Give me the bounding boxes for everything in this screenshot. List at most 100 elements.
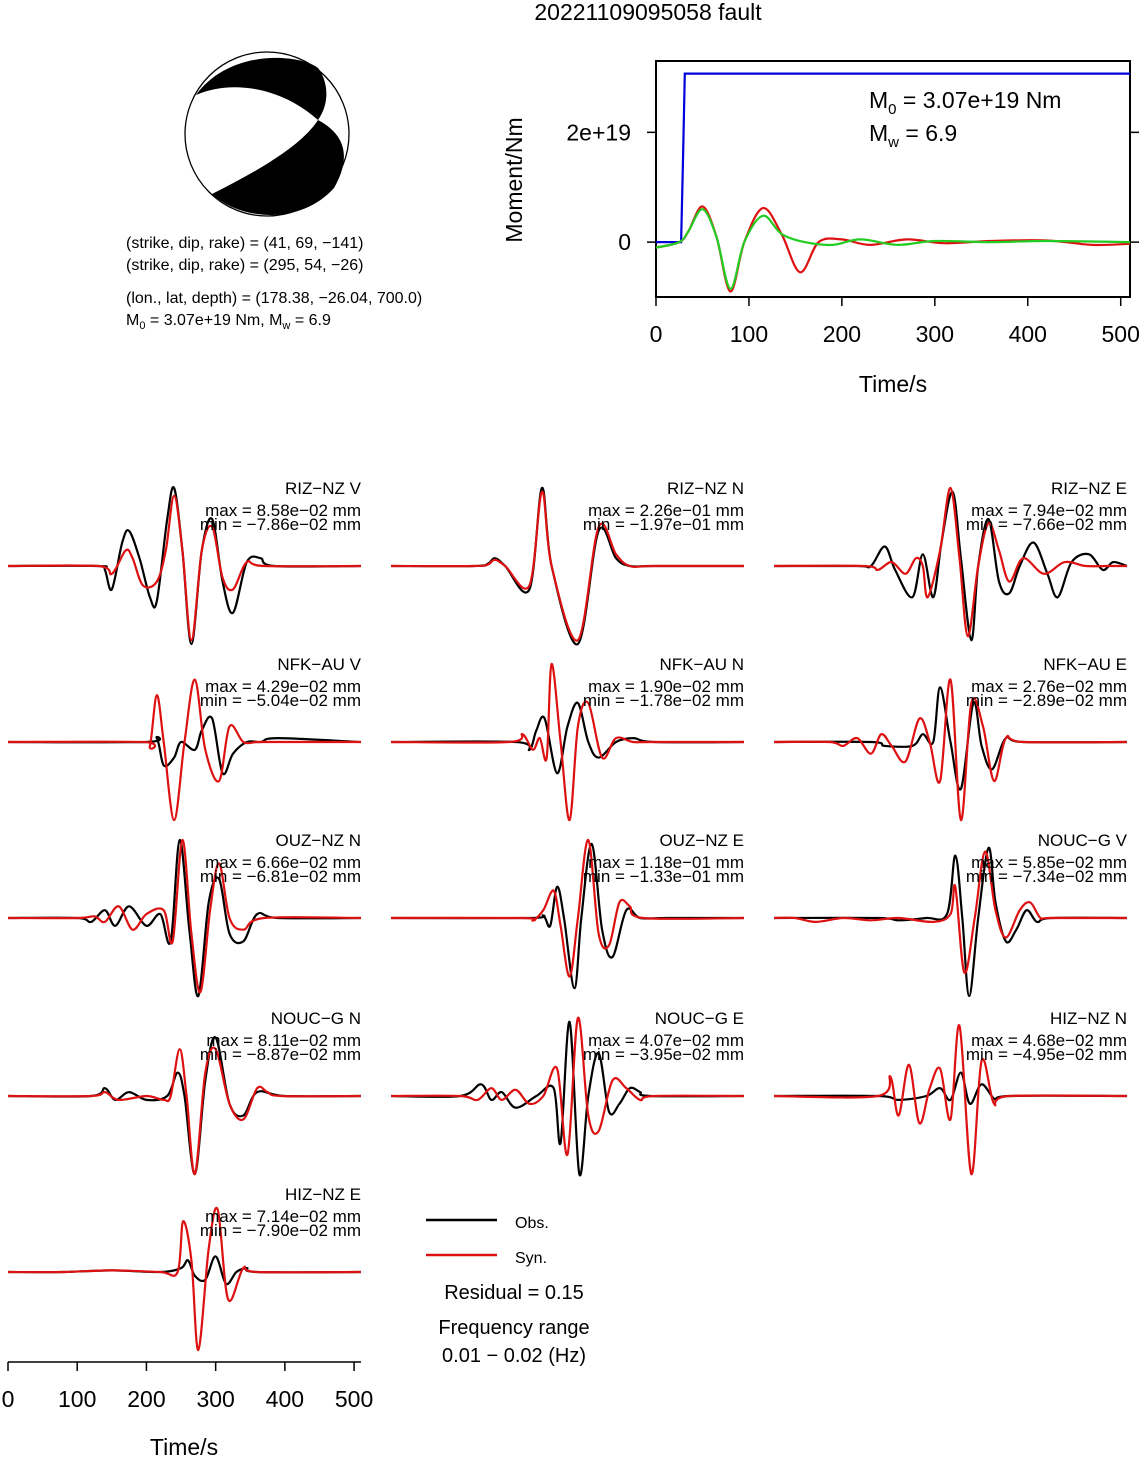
source-location: (lon., lat, depth) = (178.38, −26.04, 70… — [126, 290, 422, 307]
max-amplitude: max = 8.11e−02 mm — [206, 1031, 361, 1050]
synthetic-trace — [7, 1206, 362, 1352]
min-amplitude: min = −8.87e−02 mm — [200, 1045, 361, 1064]
min-amplitude: min = −7.90e−02 mm — [200, 1221, 361, 1240]
synthetic-trace — [7, 678, 361, 822]
legend: Obs. Syn. Residual = 0.15 Frequency rang… — [426, 1215, 590, 1367]
x-axis-label: Time/s — [859, 371, 927, 397]
y-tick-label: 2e+19 — [566, 119, 631, 145]
waveform-x-tick-label: 300 — [196, 1386, 234, 1412]
synthetic-trace — [390, 490, 744, 642]
max-amplitude: max = 4.07e−02 mm — [588, 1031, 744, 1050]
moment-magnitude-text: M0 = 3.07e+19 Nm, Mw = 6.9 — [126, 312, 331, 332]
x-tick-label: 300 — [916, 321, 954, 347]
m0-annotation: M0 = 3.07e+19 Nm — [869, 87, 1061, 118]
min-amplitude: min = −7.86e−02 mm — [200, 515, 361, 534]
synthetic-trace — [390, 662, 744, 822]
waveform-x-tick-label: 200 — [127, 1386, 165, 1412]
page-title: 20221109095058 fault — [534, 0, 762, 25]
station-label: NFK−AU N — [659, 655, 744, 674]
max-amplitude: max = 2.76e−02 mm — [971, 677, 1127, 696]
min-amplitude: min = −2.89e−02 mm — [966, 691, 1127, 710]
min-amplitude: min = −7.66e−02 mm — [966, 515, 1127, 534]
synthetic-trace — [773, 1024, 1128, 1176]
max-amplitude: max = 5.85e−02 mm — [971, 853, 1127, 872]
residual-text: Residual = 0.15 — [444, 1282, 584, 1304]
frequency-range-label: Frequency range — [438, 1317, 589, 1339]
nodal-plane-2: (strike, dip, rake) = (295, 54, −26) — [126, 257, 363, 274]
observed-trace — [390, 842, 744, 990]
max-amplitude: max = 1.90e−02 mm — [588, 677, 744, 696]
waveform-x-tick-label: 400 — [266, 1386, 304, 1412]
station-label: HIZ−NZ N — [1050, 1009, 1127, 1028]
y-axis-label: Moment/Nm — [501, 117, 527, 242]
min-amplitude: min = −5.04e−02 mm — [200, 691, 361, 710]
min-amplitude: min = −7.34e−02 mm — [966, 867, 1127, 886]
min-amplitude: min = −1.78e−02 mm — [583, 691, 744, 710]
mw-annotation: Mw = 6.9 — [869, 120, 957, 151]
max-amplitude: max = 4.68e−02 mm — [971, 1031, 1127, 1050]
synthetic-trace — [7, 494, 362, 642]
max-amplitude: max = 7.14e−02 mm — [205, 1207, 361, 1226]
max-amplitude: max = 1.18e−01 mm — [588, 853, 744, 872]
stf-series-line-2 — [655, 208, 1131, 290]
min-amplitude: min = −1.97e−01 mm — [583, 515, 744, 534]
synthetic-trace — [773, 678, 1128, 822]
nodal-plane-1: (strike, dip, rake) = (41, 69, −141) — [126, 235, 363, 252]
station-label: RIZ−NZ E — [1051, 479, 1127, 498]
station-label: NOUC−G N — [271, 1009, 361, 1028]
synthetic-trace — [773, 850, 1127, 974]
waveform-x-tick-label: 100 — [58, 1386, 96, 1412]
waveform-time-axis: Time/s 0 100 200 300 400 500 — [2, 1361, 373, 1458]
min-amplitude: min = −6.81e−02 mm — [200, 867, 361, 886]
min-amplitude: min = −3.95e−02 mm — [583, 1045, 744, 1064]
frequency-range-value: 0.01 − 0.02 (Hz) — [442, 1345, 586, 1367]
synthetic-trace — [390, 838, 745, 978]
observed-trace — [7, 485, 362, 646]
station-label: NOUC−G V — [1038, 831, 1128, 850]
synthetic-trace — [7, 838, 362, 994]
min-amplitude: min = −4.95e−02 mm — [966, 1045, 1127, 1064]
station-label: HIZ−NZ E — [285, 1185, 361, 1204]
max-amplitude: max = 8.58e−02 mm — [205, 501, 361, 520]
max-amplitude: max = 6.66e−02 mm — [205, 853, 361, 872]
legend-obs-label: Obs. — [515, 1215, 549, 1232]
synthetic-trace — [390, 1016, 745, 1156]
max-amplitude: max = 2.26e−01 mm — [588, 501, 744, 520]
station-label: RIZ−NZ V — [285, 479, 362, 498]
max-amplitude: max = 4.29e−02 mm — [205, 677, 361, 696]
station-label: OUZ−NZ E — [659, 831, 744, 850]
legend-syn-label: Syn. — [515, 1250, 547, 1267]
observed-trace — [773, 1071, 1128, 1105]
x-tick-label: 400 — [1009, 321, 1047, 347]
x-tick-label: 0 — [650, 321, 663, 347]
stf-series-line-0 — [656, 72, 1130, 244]
max-amplitude: max = 7.94e−02 mm — [971, 501, 1127, 520]
observed-trace — [7, 1255, 362, 1286]
x-tick-label: 500 — [1102, 321, 1140, 347]
waveform-x-axis-label: Time/s — [150, 1434, 218, 1458]
observed-trace — [7, 838, 362, 998]
x-tick-label: 200 — [823, 321, 861, 347]
synthetic-trace — [773, 486, 1127, 638]
station-label: NOUC−G E — [655, 1009, 744, 1028]
focal-mechanism-beachball — [184, 51, 350, 217]
station-label: RIZ−NZ N — [667, 479, 744, 498]
station-label: NFK−AU E — [1043, 655, 1127, 674]
waveform-x-tick-label: 500 — [335, 1386, 373, 1412]
plot-frame — [655, 60, 1131, 298]
waveform-x-tick-label: 0 — [2, 1386, 15, 1412]
